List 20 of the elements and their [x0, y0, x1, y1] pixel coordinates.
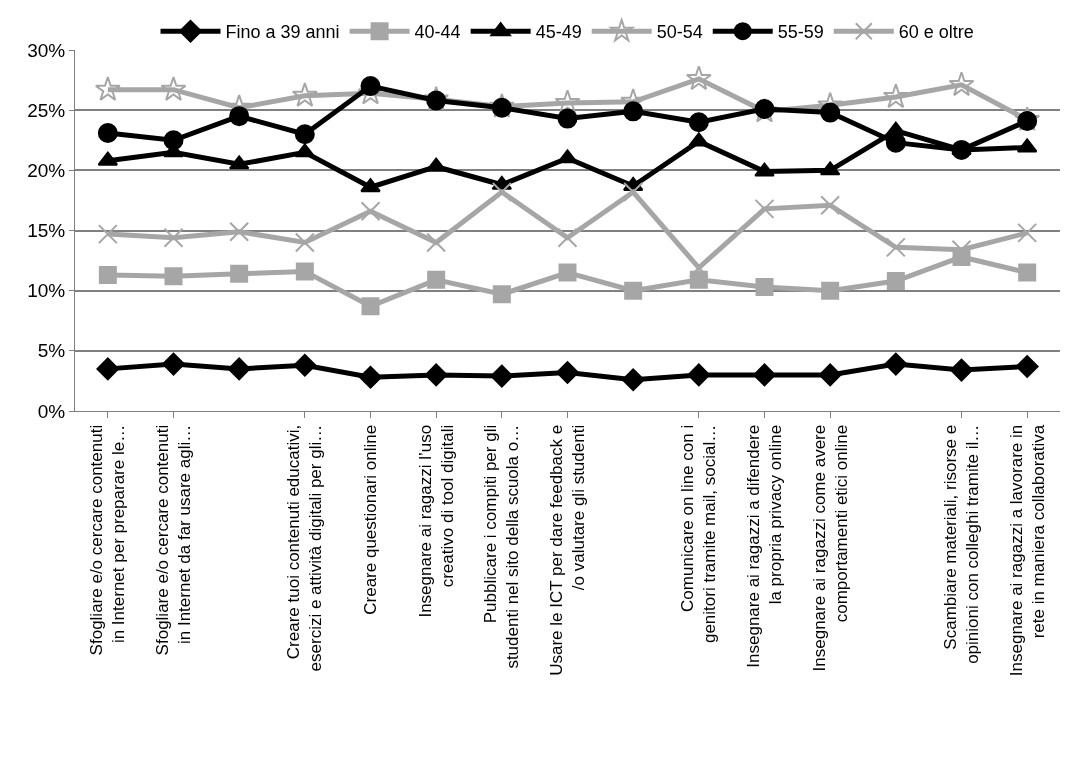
x-tick-label: Sfogliare e/o cercare contenuti in Internet da far usare agli…: [152, 424, 195, 656]
legend-label: Fino a 39 anni: [225, 22, 340, 43]
x-tick-label: Sfogliare e/o cercare contenuti in Internet per preparare le…: [87, 424, 129, 656]
x-tick-label: Creare questionari online: [361, 424, 381, 615]
y-tick-label: 10%: [27, 280, 66, 302]
legend-label: 40-44: [414, 22, 461, 43]
y-tick-label: 0%: [37, 400, 66, 422]
y-tick-label: 30%: [27, 39, 66, 61]
legend-label: 45-49: [535, 22, 582, 43]
y-tick-label: 25%: [27, 99, 66, 121]
x-tick-label: Comunicare on line con i genitori tramite mail, social…: [678, 424, 720, 644]
x-tick-label: Creare tuoi contenuti educativi, esercizi e attività digitali per gli…: [284, 424, 326, 672]
y-tick-label: 5%: [37, 340, 66, 362]
legend-label: 60 e oltre: [898, 22, 974, 43]
legend-label: 55-59: [777, 22, 824, 43]
x-tick-label: Scambiare materiali, risorse e opinioni con colleghi tramite il…: [940, 424, 983, 664]
y-tick-label: 20%: [27, 159, 66, 181]
legend-label: 50-54: [656, 22, 703, 43]
x-tick-label: Pubblicare i compiti per gli studenti nel sito della scuola o…: [481, 424, 523, 669]
y-tick-label: 15%: [27, 220, 66, 242]
